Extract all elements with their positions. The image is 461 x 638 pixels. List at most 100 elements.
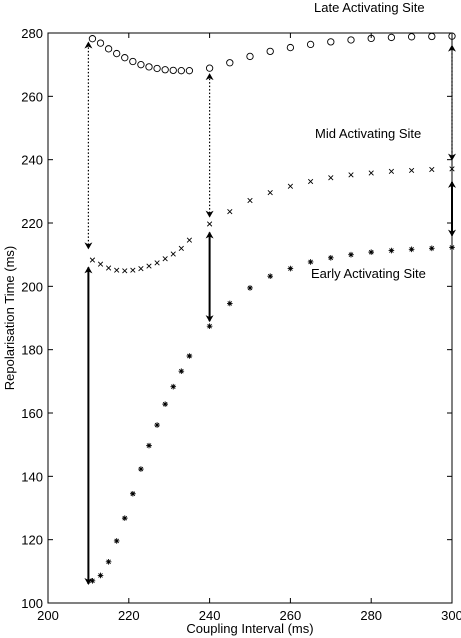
point-late bbox=[113, 49, 121, 58]
point-late bbox=[306, 40, 315, 49]
point-early bbox=[130, 490, 136, 497]
point-early bbox=[121, 515, 128, 521]
annotation-late: Late Activating Site bbox=[314, 0, 425, 15]
point-mid bbox=[162, 256, 168, 262]
point-late bbox=[367, 34, 375, 43]
point-mid bbox=[146, 263, 152, 269]
point-late bbox=[169, 66, 177, 75]
point-early bbox=[97, 572, 104, 579]
x-tick-label: 300 bbox=[441, 608, 461, 623]
point-late bbox=[347, 36, 355, 44]
point-mid bbox=[97, 261, 104, 267]
x-tick-label: 220 bbox=[118, 608, 140, 623]
y-tick-label: 180 bbox=[21, 343, 43, 358]
point-mid bbox=[267, 189, 273, 196]
point-mid bbox=[186, 237, 193, 243]
axis-ticks: 200 220 240 260 280 300 100 120 140 160 180 200 220 2… bbox=[21, 26, 461, 623]
x-tick-label: 260 bbox=[280, 608, 302, 623]
arrows bbox=[84, 41, 456, 585]
point-early bbox=[287, 265, 294, 272]
point-early bbox=[408, 246, 415, 253]
point-late bbox=[153, 64, 161, 73]
y-tick-label: 120 bbox=[21, 533, 43, 548]
point-early bbox=[247, 285, 253, 291]
point-early bbox=[267, 273, 273, 279]
point-late bbox=[246, 52, 254, 61]
point-late bbox=[137, 61, 145, 69]
point-mid bbox=[154, 260, 160, 266]
point-late bbox=[177, 67, 185, 75]
point-early bbox=[89, 578, 96, 584]
point-early bbox=[186, 353, 193, 359]
point-early bbox=[138, 466, 144, 472]
point-mid bbox=[89, 257, 96, 263]
point-late bbox=[129, 57, 137, 66]
point-early bbox=[146, 442, 152, 449]
x-tick-label: 200 bbox=[37, 608, 59, 623]
data-points bbox=[88, 32, 456, 584]
point-mid bbox=[328, 175, 334, 181]
point-late bbox=[387, 33, 396, 42]
point-early bbox=[449, 244, 455, 251]
plot-area bbox=[47, 32, 453, 604]
point-mid bbox=[408, 167, 415, 174]
point-mid bbox=[287, 183, 294, 189]
point-mid bbox=[114, 267, 120, 273]
point-late bbox=[205, 64, 214, 72]
point-early bbox=[178, 368, 185, 374]
x-tick-label: 240 bbox=[199, 608, 221, 623]
point-mid bbox=[206, 221, 213, 227]
point-early bbox=[328, 255, 334, 261]
point-late bbox=[88, 35, 97, 43]
point-mid bbox=[449, 166, 455, 172]
point-mid bbox=[105, 265, 112, 271]
point-early bbox=[227, 300, 233, 307]
y-tick-label: 200 bbox=[21, 279, 43, 294]
point-late bbox=[286, 43, 295, 52]
point-late bbox=[226, 59, 234, 67]
point-late bbox=[428, 32, 436, 41]
y-tick-label: 100 bbox=[21, 596, 43, 611]
point-early bbox=[206, 323, 213, 330]
point-early bbox=[368, 249, 374, 255]
point-mid bbox=[227, 208, 233, 215]
y-tick-label: 240 bbox=[21, 153, 43, 168]
point-early bbox=[429, 245, 435, 252]
annotation-mid: Mid Activating Site bbox=[315, 126, 421, 141]
point-mid bbox=[122, 268, 128, 274]
y-tick-label: 140 bbox=[21, 469, 43, 484]
point-mid bbox=[429, 166, 435, 173]
point-mid bbox=[178, 245, 184, 251]
point-late bbox=[145, 63, 153, 71]
point-late bbox=[161, 66, 169, 74]
point-early bbox=[154, 422, 160, 428]
y-axis-label: Repolarisation Time (ms) bbox=[2, 246, 17, 391]
point-mid bbox=[130, 267, 136, 273]
point-late bbox=[448, 32, 456, 40]
point-early bbox=[388, 247, 395, 254]
point-early bbox=[162, 401, 168, 407]
point-mid bbox=[368, 170, 374, 176]
point-late bbox=[96, 39, 105, 47]
point-mid bbox=[247, 197, 253, 204]
point-late bbox=[266, 47, 274, 56]
point-mid bbox=[138, 265, 144, 272]
y-tick-label: 260 bbox=[21, 89, 43, 104]
point-early bbox=[170, 383, 177, 390]
point-early bbox=[348, 251, 354, 258]
point-late bbox=[327, 38, 335, 46]
y-tick-label: 160 bbox=[21, 406, 43, 421]
x-axis-label: Coupling Interval (ms) bbox=[186, 621, 313, 636]
y-tick-label: 220 bbox=[21, 216, 43, 231]
point-late bbox=[104, 45, 113, 53]
point-late bbox=[121, 54, 129, 62]
point-mid bbox=[388, 168, 395, 175]
point-mid bbox=[170, 251, 176, 257]
point-early bbox=[113, 538, 120, 544]
x-tick-label: 280 bbox=[360, 608, 382, 623]
point-mid bbox=[348, 172, 354, 178]
point-early bbox=[307, 259, 314, 265]
annotation-early: Early Activating Site bbox=[311, 266, 426, 281]
point-late bbox=[407, 33, 416, 41]
